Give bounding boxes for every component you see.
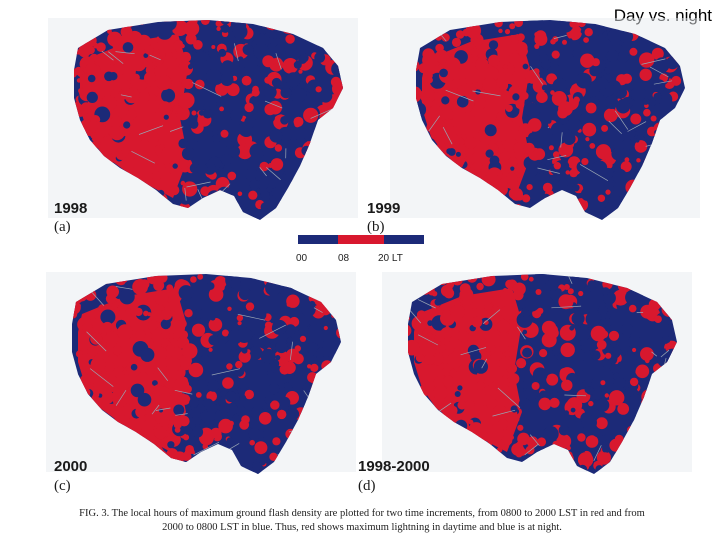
- time-colorbar: [298, 235, 424, 244]
- panel-year-c: 2000: [54, 458, 88, 475]
- panel-letter-a: (a): [54, 219, 71, 235]
- panel-year-a: 1998: [54, 200, 88, 217]
- lightning-map-b: [390, 18, 700, 220]
- colorbar-tick-08: 08: [338, 253, 350, 264]
- panel-year-b: 1999: [367, 200, 401, 217]
- lightning-map-c: [46, 272, 356, 474]
- colorbar-day: [338, 235, 384, 244]
- panel-year-d: 1998-2000: [358, 458, 430, 475]
- panel-letter-d: (d): [358, 478, 376, 494]
- caption-line-1: FIG. 3. The local hours of maximum groun…: [79, 508, 645, 519]
- colorbar-night-early: [298, 235, 339, 244]
- lightning-map-a: [48, 18, 358, 220]
- map-panel-d: [372, 262, 702, 480]
- colorbar-night-late: [383, 235, 424, 244]
- map-panel-a: [38, 8, 368, 226]
- map-panel-c: [36, 262, 366, 480]
- colorbar-tick-20: 20 LT: [378, 253, 403, 264]
- caption-line-2: 2000 to 0800 LST in blue. Thus, red show…: [162, 522, 562, 533]
- panel-letter-c: (c): [54, 478, 71, 494]
- map-panel-b: [380, 8, 710, 226]
- colorbar-tick-00: 00: [296, 253, 308, 264]
- lightning-map-d: [382, 272, 692, 474]
- figure-caption: FIG. 3. The local hours of maximum groun…: [42, 507, 682, 535]
- panel-letter-b: (b): [367, 219, 385, 235]
- day-density-cells: [408, 274, 677, 474]
